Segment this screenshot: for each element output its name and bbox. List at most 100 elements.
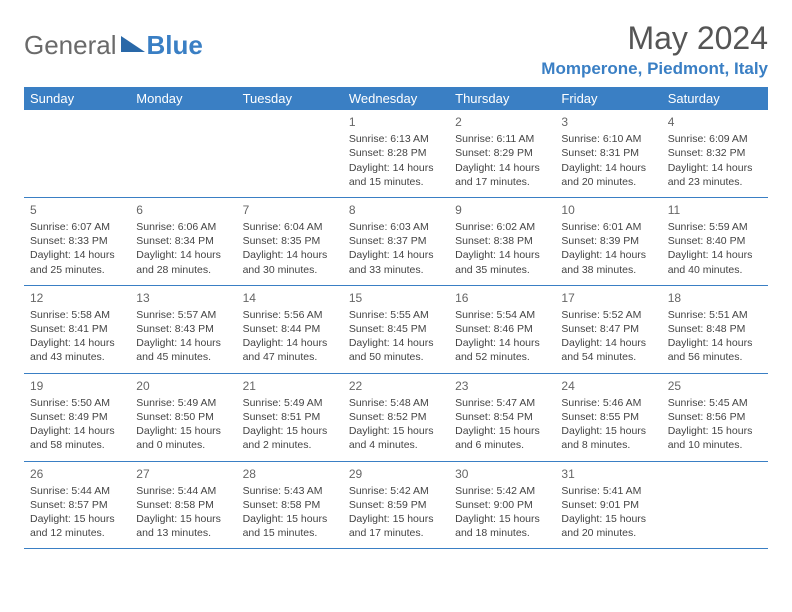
daylight-line-2: and 28 minutes. bbox=[136, 263, 230, 277]
day-number: 20 bbox=[136, 378, 230, 394]
sunset-line: Sunset: 8:43 PM bbox=[136, 322, 230, 336]
day-number: 16 bbox=[455, 290, 549, 306]
calendar-week: 26Sunrise: 5:44 AMSunset: 8:57 PMDayligh… bbox=[24, 461, 768, 549]
sunrise-line: Sunrise: 6:02 AM bbox=[455, 220, 549, 234]
daylight-line-1: Daylight: 14 hours bbox=[136, 336, 230, 350]
calendar-cell: 18Sunrise: 5:51 AMSunset: 8:48 PMDayligh… bbox=[662, 285, 768, 373]
daylight-line-2: and 17 minutes. bbox=[349, 526, 443, 540]
calendar-head: SundayMondayTuesdayWednesdayThursdayFrid… bbox=[24, 87, 768, 110]
calendar-cell: 11Sunrise: 5:59 AMSunset: 8:40 PMDayligh… bbox=[662, 197, 768, 285]
sunrise-line: Sunrise: 5:42 AM bbox=[455, 484, 549, 498]
calendar-cell bbox=[24, 110, 130, 197]
calendar-cell: 29Sunrise: 5:42 AMSunset: 8:59 PMDayligh… bbox=[343, 461, 449, 549]
calendar-cell: 13Sunrise: 5:57 AMSunset: 8:43 PMDayligh… bbox=[130, 285, 236, 373]
calendar-cell: 3Sunrise: 6:10 AMSunset: 8:31 PMDaylight… bbox=[555, 110, 661, 197]
calendar-cell: 26Sunrise: 5:44 AMSunset: 8:57 PMDayligh… bbox=[24, 461, 130, 549]
sunrise-line: Sunrise: 5:52 AM bbox=[561, 308, 655, 322]
daylight-line-1: Daylight: 14 hours bbox=[455, 336, 549, 350]
sunrise-line: Sunrise: 5:55 AM bbox=[349, 308, 443, 322]
sunrise-line: Sunrise: 5:56 AM bbox=[243, 308, 337, 322]
day-header: Sunday bbox=[24, 87, 130, 110]
sunset-line: Sunset: 8:52 PM bbox=[349, 410, 443, 424]
sunrise-line: Sunrise: 5:41 AM bbox=[561, 484, 655, 498]
day-number: 27 bbox=[136, 466, 230, 482]
sunrise-line: Sunrise: 5:59 AM bbox=[668, 220, 762, 234]
calendar-cell bbox=[130, 110, 236, 197]
daylight-line-2: and 30 minutes. bbox=[243, 263, 337, 277]
day-number: 18 bbox=[668, 290, 762, 306]
calendar-cell: 2Sunrise: 6:11 AMSunset: 8:29 PMDaylight… bbox=[449, 110, 555, 197]
calendar-cell: 23Sunrise: 5:47 AMSunset: 8:54 PMDayligh… bbox=[449, 373, 555, 461]
sunrise-line: Sunrise: 6:03 AM bbox=[349, 220, 443, 234]
sunset-line: Sunset: 8:54 PM bbox=[455, 410, 549, 424]
daylight-line-2: and 35 minutes. bbox=[455, 263, 549, 277]
calendar-week: 5Sunrise: 6:07 AMSunset: 8:33 PMDaylight… bbox=[24, 197, 768, 285]
daylight-line-1: Daylight: 14 hours bbox=[30, 336, 124, 350]
sunset-line: Sunset: 8:49 PM bbox=[30, 410, 124, 424]
calendar-week: 12Sunrise: 5:58 AMSunset: 8:41 PMDayligh… bbox=[24, 285, 768, 373]
daylight-line-2: and 54 minutes. bbox=[561, 350, 655, 364]
day-number: 1 bbox=[349, 114, 443, 130]
daylight-line-2: and 38 minutes. bbox=[561, 263, 655, 277]
sunrise-line: Sunrise: 5:48 AM bbox=[349, 396, 443, 410]
sunset-line: Sunset: 8:48 PM bbox=[668, 322, 762, 336]
sunset-line: Sunset: 8:50 PM bbox=[136, 410, 230, 424]
sunrise-line: Sunrise: 6:13 AM bbox=[349, 132, 443, 146]
day-number: 30 bbox=[455, 466, 549, 482]
day-number: 6 bbox=[136, 202, 230, 218]
day-header: Friday bbox=[555, 87, 661, 110]
day-number: 25 bbox=[668, 378, 762, 394]
daylight-line-1: Daylight: 15 hours bbox=[561, 512, 655, 526]
daylight-line-1: Daylight: 14 hours bbox=[243, 248, 337, 262]
daylight-line-2: and 20 minutes. bbox=[561, 526, 655, 540]
sunset-line: Sunset: 8:51 PM bbox=[243, 410, 337, 424]
page-title: May 2024 bbox=[541, 20, 768, 57]
daylight-line-2: and 52 minutes. bbox=[455, 350, 549, 364]
sunrise-line: Sunrise: 5:49 AM bbox=[243, 396, 337, 410]
sunrise-line: Sunrise: 6:10 AM bbox=[561, 132, 655, 146]
daylight-line-1: Daylight: 14 hours bbox=[243, 336, 337, 350]
day-number: 2 bbox=[455, 114, 549, 130]
calendar-cell: 27Sunrise: 5:44 AMSunset: 8:58 PMDayligh… bbox=[130, 461, 236, 549]
sunset-line: Sunset: 8:59 PM bbox=[349, 498, 443, 512]
calendar-cell: 4Sunrise: 6:09 AMSunset: 8:32 PMDaylight… bbox=[662, 110, 768, 197]
calendar-cell: 12Sunrise: 5:58 AMSunset: 8:41 PMDayligh… bbox=[24, 285, 130, 373]
day-number: 5 bbox=[30, 202, 124, 218]
day-number: 24 bbox=[561, 378, 655, 394]
calendar-cell: 22Sunrise: 5:48 AMSunset: 8:52 PMDayligh… bbox=[343, 373, 449, 461]
sunset-line: Sunset: 8:44 PM bbox=[243, 322, 337, 336]
daylight-line-1: Daylight: 15 hours bbox=[243, 424, 337, 438]
calendar-cell: 31 Sunrise: 5:41 AMSunset: 9:01 PMDayligh… bbox=[555, 461, 661, 549]
sunset-line: Sunset: 8:28 PM bbox=[349, 146, 443, 160]
sunrise-line: Sunrise: 5:50 AM bbox=[30, 396, 124, 410]
calendar-cell: 1Sunrise: 6:13 AMSunset: 8:28 PMDaylight… bbox=[343, 110, 449, 197]
daylight-line-2: and 23 minutes. bbox=[668, 175, 762, 189]
calendar-week: 19 Sunrise: 5:50 AMSunset: 8:49 PM Dayligh… bbox=[24, 373, 768, 461]
day-number: 31 bbox=[561, 466, 655, 482]
daylight-line-1: Daylight: 14 hours bbox=[561, 336, 655, 350]
day-number: 28 bbox=[243, 466, 337, 482]
calendar-cell: 16Sunrise: 5:54 AMSunset: 8:46 PMDayligh… bbox=[449, 285, 555, 373]
daylight-line-1: Daylight: 14 hours bbox=[349, 336, 443, 350]
sunrise-line: Sunrise: 5:43 AM bbox=[243, 484, 337, 498]
sunrise-line: Sunrise: 5:45 AM bbox=[668, 396, 762, 410]
sunset-line: Sunset: 8:32 PM bbox=[668, 146, 762, 160]
header: General Blue May 2024 Momperone, Piedmon… bbox=[24, 20, 768, 79]
logo: General Blue bbox=[24, 20, 203, 61]
sunset-line: Sunset: 8:57 PM bbox=[30, 498, 124, 512]
day-number: 4 bbox=[668, 114, 762, 130]
daylight-line-1: Daylight: 15 hours bbox=[668, 424, 762, 438]
daylight-line-2: and 15 minutes. bbox=[349, 175, 443, 189]
daylight-line-1: Daylight: 14 hours bbox=[455, 248, 549, 262]
sunrise-line: Sunrise: 6:11 AM bbox=[455, 132, 549, 146]
daylight-line-2: and 45 minutes. bbox=[136, 350, 230, 364]
day-number: 23 bbox=[455, 378, 549, 394]
calendar-cell: 10Sunrise: 6:01 AMSunset: 8:39 PMDayligh… bbox=[555, 197, 661, 285]
daylight-line-1: Daylight: 14 hours bbox=[349, 248, 443, 262]
sunset-line: Sunset: 8:33 PM bbox=[30, 234, 124, 248]
daylight-line-1: Daylight: 15 hours bbox=[349, 424, 443, 438]
day-number: 19 bbox=[30, 378, 124, 394]
daylight-line-1: Daylight: 15 hours bbox=[30, 512, 124, 526]
sunrise-line: Sunrise: 6:01 AM bbox=[561, 220, 655, 234]
sunset-line: Sunset: 9:01 PM bbox=[561, 498, 655, 512]
